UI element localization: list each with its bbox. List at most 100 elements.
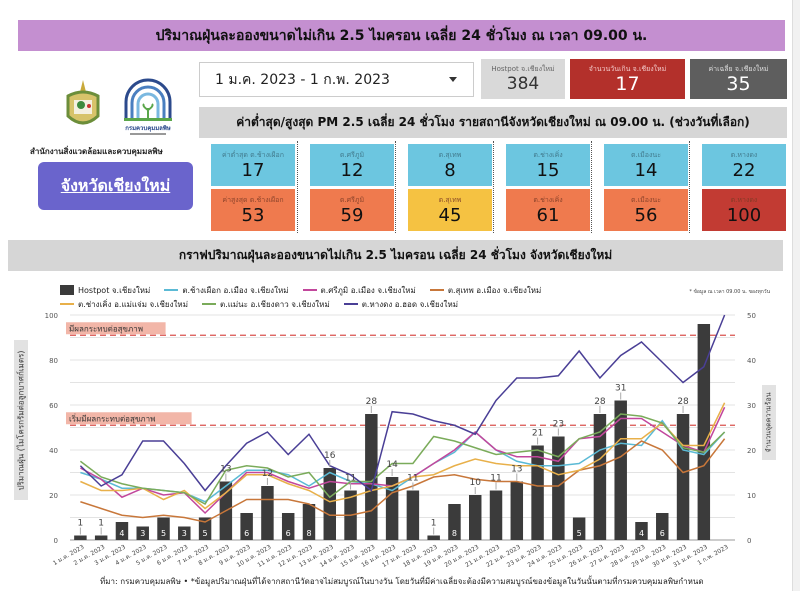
bar-value-label: 28 [594, 397, 606, 407]
legend-item[interactable]: ต.ช้างเผือก อ.เมือง จ.เชียงใหม่ [164, 284, 289, 297]
hotspot-bar [469, 495, 482, 540]
threshold-label-bg [66, 412, 192, 425]
station-min-value: 14 [634, 159, 658, 181]
station-max-label: ต.ศรีภูมิ [339, 195, 365, 204]
legend-bar-swatch [60, 285, 74, 295]
kpi-label: ค่าเฉลี่ย จ.เชียงใหม่ [708, 65, 769, 73]
chart-title-text: กราฟปริมาณฝุ่นละอองขนาดไม่เกิน 2.5 ไมครอ… [178, 248, 613, 262]
station-min-card: ต.เมืองนะ 14 [604, 144, 688, 186]
hotspot-bar [240, 513, 253, 540]
station-max-label: ต.ช่างเคิ่ง [533, 195, 563, 204]
bar-value-label: 11 [345, 474, 356, 484]
office-name: สำนักงานสิ่งแวดล้อมและควบคุมมลพิษ [30, 147, 163, 156]
pm25-chart: 0 20 40 60 80 100 0 10 20 30 40 50 มีผลกระทบต่อสุขภา… [45, 312, 756, 569]
bar-value-label: 8 [452, 529, 457, 538]
station-min-value: 12 [340, 159, 364, 181]
provincial-emblem-icon [66, 80, 100, 125]
bar-value-label: 28 [677, 397, 689, 407]
hotspot-bar [406, 490, 420, 540]
station-column: ต.ช่างเคิ่ง 15 ต.ช่างเคิ่ง 61 [493, 141, 591, 233]
legend-item[interactable]: Hostpot จ.เชียงใหม่ [60, 284, 150, 297]
kpi-value: 384 [506, 74, 540, 94]
stations-section-title: ค่าต่ำสุด/สูงสุด PM 2.5 เฉลี่ย 24 ชั่วโม… [199, 107, 787, 138]
y-tick-label-right: 0 [747, 537, 751, 545]
station-column: ต.ศรีภูมิ 12 ต.ศรีภูมิ 59 [297, 141, 395, 233]
y-tick-label-right: 10 [747, 492, 756, 500]
legend-line-swatch [429, 289, 444, 291]
hotspot-bar [198, 517, 212, 540]
legend-label: ต.ช่างเคิ่ง อ.แม่แจ่ม จ.เชียงใหม่ [78, 299, 188, 309]
scrollbar[interactable] [792, 0, 800, 591]
station-max-card: ต.ศรีภูมิ 59 [310, 189, 394, 231]
station-max-label: ต.สุเทพ [438, 195, 462, 204]
y-tick-label-left: 40 [49, 447, 58, 455]
station-max-value: 53 [241, 204, 265, 226]
station-max-value: 45 [438, 204, 462, 226]
legend-item[interactable]: ต.ช่างเคิ่ง อ.แม่แจ่ม จ.เชียงใหม่ [60, 298, 188, 311]
legend-item[interactable]: ต.แม่นะ อ.เชียงดาว จ.เชียงใหม่ [201, 298, 330, 311]
kpi-exceed-days: จำนวนวันเกิน จ.เชียงใหม่ 17 [570, 59, 685, 99]
legend-item[interactable]: ต.ศรีภูมิ อ.เมือง จ.เชียงใหม่ [302, 284, 416, 297]
hotspot-bar [281, 513, 295, 540]
bar-value-label: 31 [615, 384, 626, 394]
chart-footer-source: ที่มา: กรมควบคุมมลพิษ • *ข้อมูลปริมาณฝุ่… [100, 577, 704, 586]
station-max-card: ต.สุเทพ 45 [408, 189, 492, 231]
legend-item[interactable]: ต.หางดง อ.ฮอด จ.เชียงใหม่ [343, 298, 458, 311]
chart-note: * ข้อมูล ณ เวลา 09.00 น. ของทุกวัน [689, 289, 770, 295]
legend-label: ต.แม่นะ อ.เชียงดาว จ.เชียงใหม่ [219, 299, 330, 309]
y-tick-label-right: 20 [747, 447, 756, 455]
bar-value-label: 13 [511, 465, 522, 475]
legend-item[interactable]: ต.สุเทพ อ.เมือง จ.เชียงใหม่ [429, 284, 541, 297]
bar-value-label: 1 [98, 519, 104, 529]
y-axis-title-left: ปริมาณฝุ่น (ไมโครกรัมต่อลูกบาศก์เมตร) [14, 340, 28, 500]
legend-label: ต.ช้างเผือก อ.เมือง จ.เชียงใหม่ [182, 285, 289, 295]
hotspot-bar [74, 535, 87, 540]
station-max-value: 100 [726, 204, 762, 226]
logo-area: กรมควบคุมมลพิษ [20, 70, 190, 150]
hotspot-bar [510, 481, 524, 540]
legend-row: ต.ช่างเคิ่ง อ.แม่แจ่ม จ.เชียงใหม่ ต.แม่นะ… [60, 297, 780, 311]
province-button[interactable]: จังหวัดเชียงใหม่ [38, 162, 193, 210]
station-max-label: ต.เมืองนะ [631, 195, 661, 204]
legend-line-swatch [164, 289, 179, 291]
station-column: ค่าต่ำสุด ต.ช้างเผือก 17 ค่าสูงสุด ต.ช้างเ… [199, 141, 297, 233]
bar-value-label: 5 [203, 529, 208, 538]
kpi-label: จำนวนวันเกิน จ.เชียงใหม่ [588, 65, 667, 73]
station-min-card: ต.ศรีภูมิ 12 [310, 144, 394, 186]
bar-value-label: 6 [286, 529, 291, 538]
bar-value-label: 11 [407, 474, 418, 484]
threshold-label: มีผลกระทบต่อสุขภาพ [69, 324, 143, 333]
hotspot-bar [157, 517, 170, 540]
hotspot-bar [385, 477, 399, 540]
hotspot-bar [552, 436, 565, 540]
kpi-value: 35 [726, 73, 751, 95]
kpi-average: ค่าเฉลี่ย จ.เชียงใหม่ 35 [690, 59, 787, 99]
pm25-series-line [80, 402, 726, 510]
y-tick-label-left: 0 [54, 537, 58, 545]
kpi-label: Hostpot จ.เชียงใหม่ [491, 65, 555, 73]
legend-line-swatch [201, 303, 216, 305]
station-min-label: ต.เมืองนะ [631, 150, 661, 159]
station-min-value: 15 [536, 159, 560, 181]
hotspot-bar [302, 504, 316, 540]
station-min-value: 8 [444, 159, 456, 181]
station-max-card: ต.ช่างเคิ่ง 61 [506, 189, 590, 231]
chevron-down-icon[interactable] [449, 77, 457, 82]
bar-value-label: 28 [366, 397, 378, 407]
pm25-series-line [80, 438, 726, 523]
bar-value-label: 5 [577, 529, 582, 538]
bar-value-label: 8 [306, 529, 311, 538]
hotspot-bar [531, 445, 544, 540]
chart-section-title: กราฟปริมาณฝุ่นละอองขนาดไม่เกิน 2.5 ไมครอ… [8, 240, 783, 271]
y-tick-label-left: 100 [45, 312, 58, 320]
bar-value-label: 11 [490, 474, 501, 484]
pcd-logo-text: กรมควบคุมมลพิษ [125, 124, 171, 132]
bar-value-label: 6 [244, 529, 249, 538]
hotspot-bar [489, 490, 503, 540]
legend-line-swatch [302, 289, 317, 291]
date-range-picker[interactable]: 1 ม.ค. 2023 - 1 ก.พ. 2023 [199, 62, 474, 97]
station-max-card: ต.เมืองนะ 56 [604, 189, 688, 231]
station-min-value: 22 [732, 159, 756, 181]
station-min-label: ต.ช่างเคิ่ง [533, 150, 563, 159]
bar-value-label: 16 [324, 451, 336, 461]
